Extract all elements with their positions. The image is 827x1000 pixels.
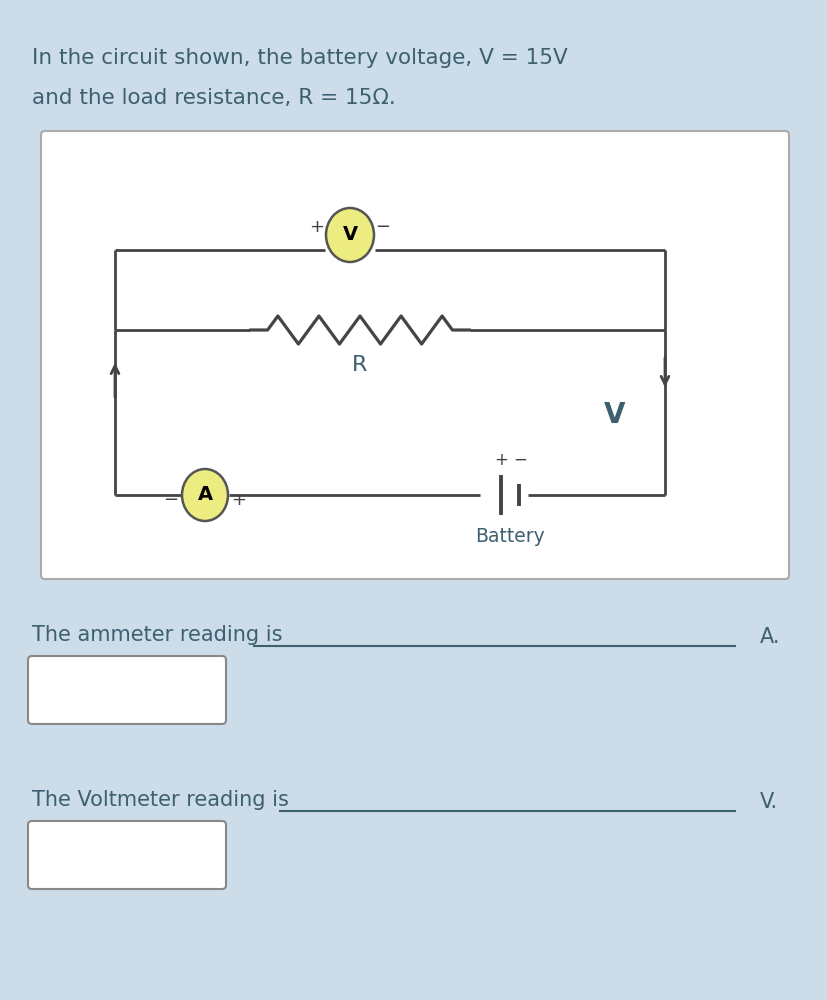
Text: Battery: Battery: [475, 527, 544, 546]
Ellipse shape: [182, 469, 227, 521]
Text: In the circuit shown, the battery voltage, V = 15V: In the circuit shown, the battery voltag…: [32, 48, 567, 68]
Text: The ammeter reading is: The ammeter reading is: [32, 625, 282, 645]
Text: A.: A.: [759, 627, 780, 647]
Text: −: −: [163, 491, 179, 509]
Text: V: V: [604, 401, 625, 429]
Text: −: −: [513, 451, 526, 469]
Text: +: +: [494, 451, 507, 469]
Text: and the load resistance, R = 15Ω.: and the load resistance, R = 15Ω.: [32, 88, 395, 108]
Text: R: R: [351, 355, 367, 375]
FancyBboxPatch shape: [41, 131, 788, 579]
Text: +: +: [232, 491, 246, 509]
Text: A: A: [197, 486, 213, 504]
Text: The Voltmeter reading is: The Voltmeter reading is: [32, 790, 289, 810]
Ellipse shape: [326, 208, 374, 262]
Text: −: −: [375, 218, 390, 236]
FancyBboxPatch shape: [28, 821, 226, 889]
FancyBboxPatch shape: [28, 656, 226, 724]
Text: +: +: [309, 218, 324, 236]
Text: V.: V.: [759, 792, 777, 812]
Text: V: V: [342, 226, 357, 244]
